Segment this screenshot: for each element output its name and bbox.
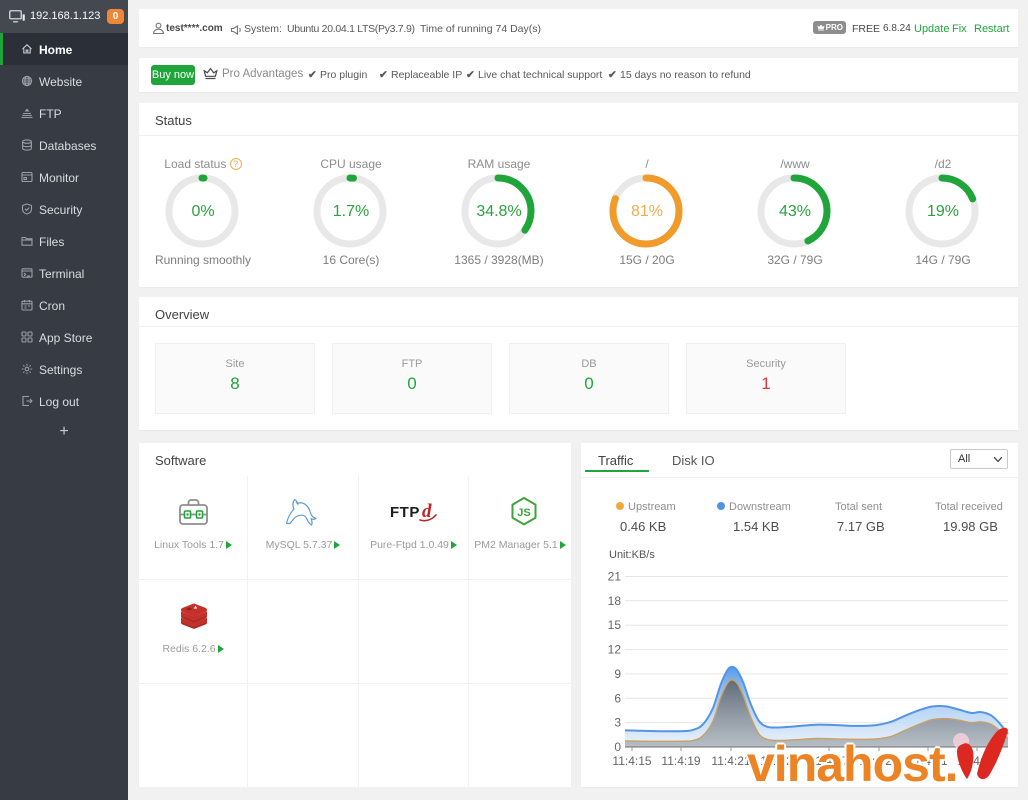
svg-text:JS: JS — [517, 507, 530, 519]
svg-text:18: 18 — [608, 594, 622, 608]
svg-text:12: 12 — [608, 643, 622, 657]
svg-text:21: 21 — [608, 570, 622, 584]
svg-text:11:4:21: 11:4:21 — [711, 754, 750, 768]
svg-text:11:4:19: 11:4:19 — [661, 754, 700, 768]
svg-text:11:4:29: 11:4:29 — [859, 754, 898, 768]
svg-text:15: 15 — [608, 618, 622, 632]
svg-text:11:4:24: 11:4:24 — [760, 754, 799, 768]
svg-text:0: 0 — [614, 740, 621, 754]
svg-text:9: 9 — [614, 667, 621, 681]
svg-text:6: 6 — [614, 691, 621, 705]
svg-text:11:4:15: 11:4:15 — [612, 754, 651, 768]
svg-text:3: 3 — [614, 716, 621, 730]
svg-text:11:4:27: 11:4:27 — [809, 754, 848, 768]
svg-text:11:4:31: 11:4:31 — [908, 754, 947, 768]
